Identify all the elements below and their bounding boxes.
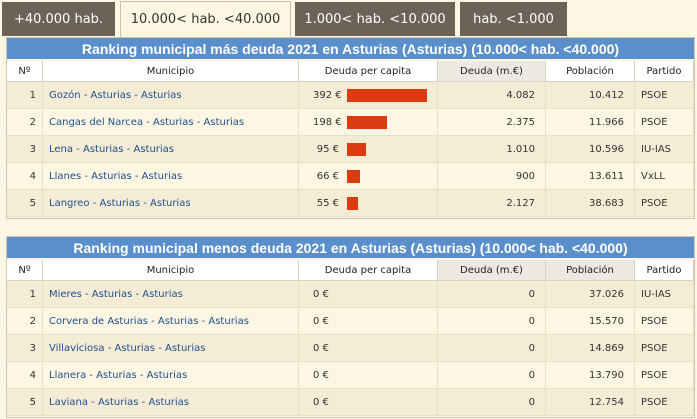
- per-capita-value: 0 €: [299, 308, 438, 335]
- deuda-value: 2.127: [438, 190, 546, 217]
- col-header-municipio[interactable]: Municipio: [43, 260, 299, 281]
- poblacion-value: 11.966: [546, 109, 635, 136]
- municipio-link[interactable]: Llanera - Asturias - Asturias: [49, 369, 188, 381]
- table-row: 2 Corvera de Asturias - Asturias - Astur…: [7, 308, 694, 335]
- per-capita-bar: [347, 169, 360, 183]
- municipio-link[interactable]: Mieres - Asturias - Asturias: [49, 288, 183, 300]
- municipio-link[interactable]: Langreo - Asturias - Asturias: [49, 197, 191, 209]
- partido-value: PSOE: [635, 335, 694, 362]
- population-tabs: +40.000 hab. 10.000< hab. <40.000 1.000<…: [0, 0, 697, 37]
- table-row: 4 Llanera - Asturias - Asturias 0 € 0 13…: [7, 362, 694, 389]
- col-header-n[interactable]: Nº: [7, 260, 43, 281]
- deuda-value: 0: [438, 362, 546, 389]
- per-capita-value: 55 €: [316, 198, 339, 209]
- deuda-value: 4.082: [438, 82, 546, 109]
- tab-less-1000[interactable]: hab. <1.000: [460, 2, 567, 36]
- municipio-link[interactable]: Laviana - Asturias - Asturias: [49, 396, 189, 408]
- per-capita-bar: [347, 88, 427, 102]
- per-capita-value: 0 €: [299, 335, 438, 362]
- deuda-value: 0: [438, 389, 546, 416]
- ranking-less-debt-title: Ranking municipal menos deuda 2021 en As…: [7, 237, 694, 258]
- ranking-more-debt-table: Nº Municipio Deuda per capita Deuda (m.€…: [7, 61, 694, 217]
- col-header-deuda[interactable]: Deuda (m.€): [438, 61, 546, 82]
- table-row: 5 Langreo - Asturias - Asturias 55 € 2.1…: [7, 190, 694, 217]
- col-header-deuda[interactable]: Deuda (m.€): [438, 260, 546, 281]
- table-row: 2 Cangas del Narcea - Asturias - Asturia…: [7, 109, 694, 136]
- municipio-link[interactable]: Villaviciosa - Asturias - Asturias: [49, 342, 206, 354]
- per-capita-value: 0 €: [299, 389, 438, 416]
- poblacion-value: 13.790: [546, 362, 635, 389]
- per-capita-bar: [347, 196, 358, 210]
- tab-1000-10000[interactable]: 1.000< hab. <10.000: [295, 2, 455, 36]
- rank-number: 2: [7, 109, 43, 136]
- poblacion-value: 38.683: [546, 190, 635, 217]
- rank-number: 5: [7, 389, 43, 416]
- deuda-value: 0: [438, 281, 546, 308]
- per-capita-bar: [347, 115, 387, 129]
- col-header-n[interactable]: Nº: [7, 61, 43, 82]
- deuda-value: 1.010: [438, 136, 546, 163]
- partido-value: PSOE: [635, 109, 694, 136]
- partido-value: PSOE: [635, 190, 694, 217]
- ranking-more-debt-title: Ranking municipal más deuda 2021 en Astu…: [7, 38, 694, 59]
- ranking-more-debt-panel: Ranking municipal más deuda 2021 en Astu…: [6, 37, 695, 219]
- per-capita-value: 198 €: [313, 117, 342, 128]
- partido-value: IU-IAS: [635, 136, 694, 163]
- rank-number: 1: [7, 82, 43, 109]
- municipio-link[interactable]: Cangas del Narcea - Asturias - Asturias: [49, 116, 245, 128]
- rank-number: 3: [7, 335, 43, 362]
- col-header-partido[interactable]: Partido: [635, 61, 694, 82]
- rank-number: 4: [7, 362, 43, 389]
- per-capita-value: 392 €: [313, 90, 342, 101]
- municipio-link[interactable]: Llanes - Asturias - Asturias: [49, 170, 183, 182]
- col-header-deuda-per-capita[interactable]: Deuda per capita: [299, 61, 438, 82]
- deuda-value: 0: [438, 308, 546, 335]
- partido-value: IU-IAS: [635, 281, 694, 308]
- per-capita-value: 66 €: [316, 171, 339, 182]
- poblacion-value: 10.412: [546, 82, 635, 109]
- col-header-partido[interactable]: Partido: [635, 260, 694, 281]
- col-header-poblacion[interactable]: Población: [546, 61, 635, 82]
- deuda-value: 0: [438, 335, 546, 362]
- partido-value: PSOE: [635, 82, 694, 109]
- rank-number: 2: [7, 308, 43, 335]
- municipio-link[interactable]: Lena - Asturias - Asturias: [49, 143, 175, 155]
- ranking-less-debt-panel: Ranking municipal menos deuda 2021 en As…: [6, 236, 695, 418]
- per-capita-bar: [347, 142, 366, 156]
- rank-number: 4: [7, 163, 43, 190]
- partido-value: PSOE: [635, 308, 694, 335]
- table-row: 1 Gozón - Asturias - Asturias 392 € 4.08…: [7, 82, 694, 109]
- poblacion-value: 37.026: [546, 281, 635, 308]
- rank-number: 5: [7, 190, 43, 217]
- tab-more-40000[interactable]: +40.000 hab.: [2, 2, 115, 36]
- per-capita-value: 0 €: [299, 362, 438, 389]
- poblacion-value: 15.570: [546, 308, 635, 335]
- partido-value: VxLL: [635, 163, 694, 190]
- table-row: 5 Laviana - Asturias - Asturias 0 € 0 12…: [7, 389, 694, 416]
- poblacion-value: 13.611: [546, 163, 635, 190]
- deuda-value: 900: [438, 163, 546, 190]
- deuda-value: 2.375: [438, 109, 546, 136]
- tab-10000-40000[interactable]: 10.000< hab. <40.000: [120, 1, 291, 37]
- partido-value: PSOE: [635, 362, 694, 389]
- per-capita-value: 0 €: [299, 281, 438, 308]
- poblacion-value: 10.596: [546, 136, 635, 163]
- col-header-municipio[interactable]: Municipio: [43, 61, 299, 82]
- table-row: 3 Lena - Asturias - Asturias 95 € 1.010 …: [7, 136, 694, 163]
- partido-value: PSOE: [635, 389, 694, 416]
- table-row: 4 Llanes - Asturias - Asturias 66 € 900 …: [7, 163, 694, 190]
- col-header-poblacion[interactable]: Población: [546, 260, 635, 281]
- rank-number: 1: [7, 281, 43, 308]
- per-capita-value: 95 €: [316, 144, 339, 155]
- table-row: 3 Villaviciosa - Asturias - Asturias 0 €…: [7, 335, 694, 362]
- municipio-link[interactable]: Corvera de Asturias - Asturias - Asturia…: [49, 315, 249, 327]
- poblacion-value: 12.754: [546, 389, 635, 416]
- table-row: 1 Mieres - Asturias - Asturias 0 € 0 37.…: [7, 281, 694, 308]
- col-header-deuda-per-capita[interactable]: Deuda per capita: [299, 260, 438, 281]
- ranking-less-debt-table: Nº Municipio Deuda per capita Deuda (m.€…: [7, 260, 694, 416]
- municipio-link[interactable]: Gozón - Asturias - Asturias: [49, 89, 182, 101]
- poblacion-value: 14.869: [546, 335, 635, 362]
- rank-number: 3: [7, 136, 43, 163]
